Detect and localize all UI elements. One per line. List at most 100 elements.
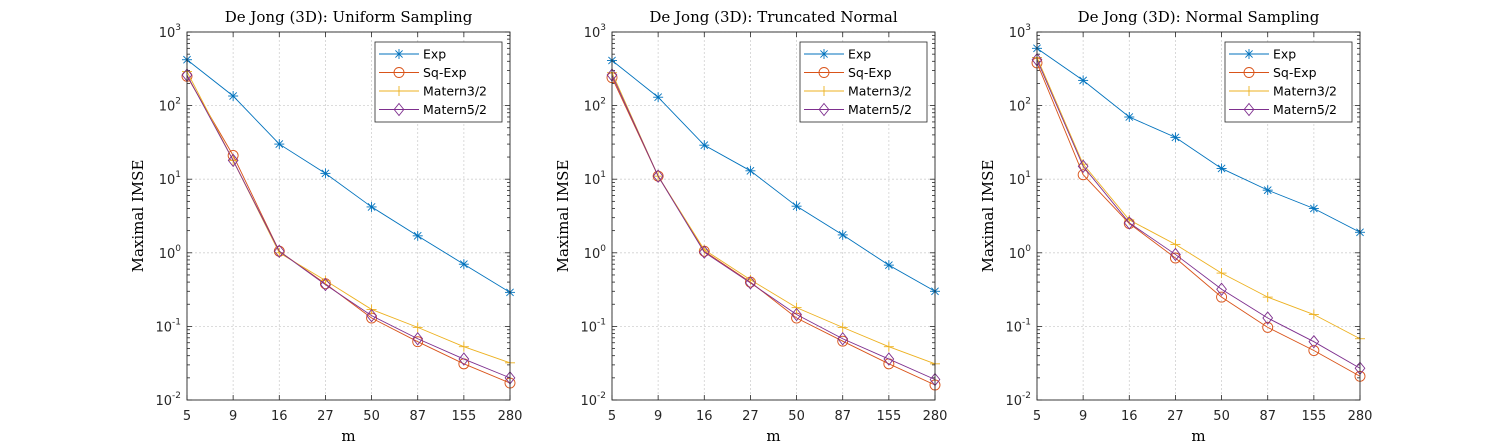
legend: Exp Sq-Exp Matern3/2 Matern5/2 bbox=[799, 41, 928, 123]
x-tick-label: 155 bbox=[876, 409, 901, 424]
y-axis-label: Maximal IMSE bbox=[129, 160, 147, 273]
marker-plus bbox=[819, 86, 829, 96]
series-line bbox=[1036, 62, 1361, 377]
x-tick-label: 5 bbox=[1033, 409, 1041, 424]
legend-box bbox=[1224, 41, 1353, 123]
chart-panel-2: 10-2 10-1 100 101 102 103 5 9 16 27 50 87 155 280 De J… bbox=[554, 8, 947, 445]
legend-label: Sq-Exp bbox=[423, 65, 467, 80]
x-tick-label: 5 bbox=[608, 409, 616, 424]
marker-diamond bbox=[698, 245, 710, 259]
marker-asterisk bbox=[745, 165, 756, 176]
marker-asterisk bbox=[412, 230, 423, 241]
legend-entry: Exp bbox=[379, 47, 446, 62]
legend-label: Matern5/2 bbox=[848, 102, 912, 117]
legend-entry: Sq-Exp bbox=[804, 65, 892, 80]
marker-plus bbox=[791, 302, 802, 313]
marker-asterisk bbox=[837, 229, 848, 240]
legend-entry: Matern3/2 bbox=[1229, 84, 1337, 99]
marker-asterisk bbox=[1170, 132, 1181, 143]
legend-label: Matern5/2 bbox=[423, 102, 487, 117]
series-line bbox=[611, 74, 936, 380]
marker-diamond bbox=[818, 102, 830, 117]
y-tick-label: 102 bbox=[1009, 97, 1031, 115]
y-tick-label: 103 bbox=[1009, 23, 1031, 41]
marker-plus bbox=[1308, 309, 1319, 320]
marker-circle bbox=[1077, 169, 1089, 181]
marker-diamond bbox=[1123, 216, 1135, 230]
axes-box bbox=[186, 31, 511, 401]
series-line bbox=[186, 76, 511, 384]
marker-asterisk bbox=[320, 168, 331, 179]
x-tick-label: 16 bbox=[1121, 409, 1138, 424]
x-tick-label: 16 bbox=[696, 409, 713, 424]
marker-asterisk bbox=[699, 140, 710, 151]
marker-asterisk bbox=[1216, 163, 1227, 174]
marker-diamond bbox=[1308, 334, 1320, 349]
axes-box bbox=[1036, 31, 1361, 401]
x-tick-label: 50 bbox=[363, 409, 380, 424]
marker-diamond bbox=[393, 102, 405, 117]
x-tick-label: 50 bbox=[788, 409, 805, 424]
legend-entry: Sq-Exp bbox=[379, 65, 467, 80]
marker-diamond bbox=[652, 169, 664, 183]
legend-entry: Matern5/2 bbox=[379, 102, 487, 117]
axes-box bbox=[611, 31, 936, 401]
marker-circle bbox=[818, 67, 830, 78]
legend-entry: Matern3/2 bbox=[379, 84, 487, 99]
x-axis-label: m bbox=[766, 427, 780, 445]
series-matern5-2 bbox=[181, 68, 516, 385]
legend-label: Sq-Exp bbox=[1273, 65, 1317, 80]
marker-asterisk bbox=[1308, 203, 1319, 214]
y-tick-label: 102 bbox=[159, 97, 181, 115]
legend: Exp Sq-Exp Matern3/2 Matern5/2 bbox=[374, 41, 503, 123]
x-axis-label: m bbox=[1191, 427, 1205, 445]
y-tick-label: 101 bbox=[1009, 170, 1031, 188]
marker-diamond bbox=[745, 276, 756, 290]
series-line bbox=[611, 77, 936, 386]
marker-asterisk bbox=[394, 49, 404, 59]
x-axis-label: m bbox=[341, 427, 355, 445]
series-line bbox=[1036, 57, 1361, 340]
y-tick-label: 10-2 bbox=[1005, 391, 1031, 409]
x-tick-label: 155 bbox=[451, 409, 476, 424]
x-tick-label: 87 bbox=[1259, 409, 1276, 424]
legend-label: Sq-Exp bbox=[848, 65, 892, 80]
legend-label: Matern3/2 bbox=[1273, 84, 1337, 99]
x-tick-label: 50 bbox=[1213, 409, 1230, 424]
y-tick-label: 101 bbox=[584, 170, 606, 188]
marker-circle bbox=[1216, 291, 1228, 303]
legend-box bbox=[374, 41, 503, 123]
legend-entry: Sq-Exp bbox=[1229, 65, 1317, 80]
marker-diamond bbox=[412, 332, 424, 346]
x-tick-label: 155 bbox=[1301, 409, 1326, 424]
x-tick-label: 27 bbox=[1167, 409, 1184, 424]
marker-asterisk bbox=[274, 139, 285, 150]
y-tick-label: 100 bbox=[584, 244, 607, 262]
marker-diamond bbox=[273, 244, 285, 258]
marker-asterisk bbox=[1078, 75, 1089, 86]
chart-title: De Jong (3D): Uniform Sampling bbox=[225, 8, 473, 26]
x-tick-label: 280 bbox=[923, 409, 948, 424]
x-tick-label: 16 bbox=[271, 409, 288, 424]
y-tick-label: 10-2 bbox=[155, 391, 181, 409]
marker-diamond bbox=[791, 307, 802, 322]
marker-diamond bbox=[458, 352, 470, 366]
marker-diamond bbox=[320, 277, 331, 292]
legend-box bbox=[799, 41, 928, 123]
y-tick-label: 103 bbox=[584, 23, 606, 41]
marker-asterisk bbox=[458, 259, 469, 270]
x-tick-label: 27 bbox=[317, 409, 334, 424]
legend-entry: Matern3/2 bbox=[804, 84, 912, 99]
y-tick-label: 10-1 bbox=[1005, 317, 1031, 335]
marker-plus bbox=[1216, 268, 1227, 279]
legend-label: Exp bbox=[1273, 47, 1296, 62]
marker-diamond bbox=[1243, 102, 1255, 117]
marker-plus bbox=[883, 341, 894, 352]
x-tick-label: 87 bbox=[409, 409, 426, 424]
marker-diamond bbox=[366, 308, 377, 323]
marker-asterisk bbox=[883, 260, 894, 271]
marker-diamond bbox=[1170, 247, 1181, 262]
marker-asterisk bbox=[819, 49, 829, 59]
marker-plus bbox=[412, 322, 423, 333]
